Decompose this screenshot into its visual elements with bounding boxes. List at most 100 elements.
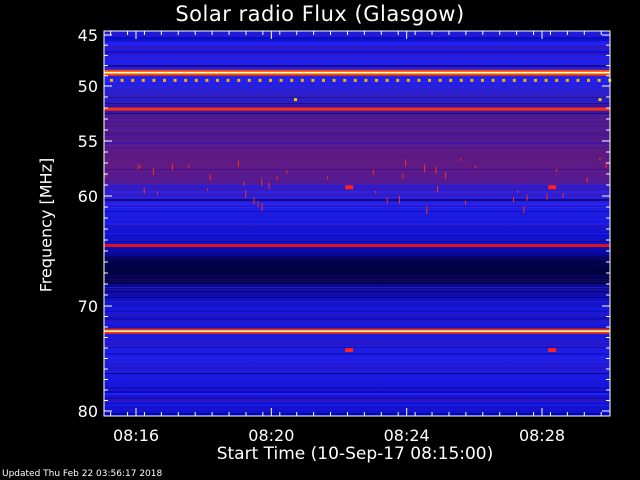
band-marker — [120, 78, 124, 82]
interference-band — [104, 107, 610, 111]
burst-blob — [345, 185, 354, 190]
noise-stripe — [104, 51, 610, 53]
noise-stripe — [104, 133, 610, 134]
x-axis-label-text: Start Time (10-Sep-17 08:15:00) — [216, 444, 494, 464]
interference-band — [104, 332, 610, 334]
noise-stripe — [104, 47, 610, 48]
noise-stripe — [104, 129, 610, 130]
noise-stripe — [104, 169, 610, 170]
noise-stripe — [104, 371, 610, 373]
band-marker — [597, 78, 601, 82]
burst-speckle — [424, 164, 426, 173]
updated-timestamp: Updated Thu Feb 22 03:56:17 2018 — [2, 469, 163, 479]
band-marker — [396, 78, 400, 82]
band-marker — [364, 78, 368, 82]
noise-stripe — [104, 379, 610, 380]
noise-stripe — [104, 235, 610, 236]
y-tick-label: 80 — [78, 402, 98, 421]
band-marker — [470, 78, 474, 82]
noise-stripe — [104, 391, 610, 393]
burst-speckle — [207, 188, 209, 191]
noise-stripe — [104, 321, 610, 322]
noise-stripe — [104, 409, 610, 410]
burst-speckle — [243, 181, 245, 186]
noise-stripe — [104, 195, 610, 196]
burst-blob — [548, 185, 557, 190]
noise-stripe — [104, 35, 610, 36]
noise-stripe — [104, 219, 610, 220]
noise-stripe — [104, 221, 610, 222]
x-tick-label: 08:24 — [384, 426, 430, 445]
band-marker — [459, 78, 463, 82]
burst-speckle — [474, 165, 476, 169]
band-marker — [226, 78, 230, 82]
burst-speckle — [375, 191, 376, 194]
band-marker — [184, 78, 188, 82]
band-marker — [152, 78, 156, 82]
noise-stripe — [104, 155, 610, 156]
burst-speckle — [546, 193, 548, 200]
noise-stripe — [104, 397, 610, 399]
noise-stripe — [104, 143, 610, 144]
interference-band — [104, 69, 610, 72]
burst-speckle — [513, 197, 514, 202]
noise-stripe — [104, 339, 610, 341]
burst-speckle — [237, 160, 239, 168]
band-marker — [300, 78, 304, 82]
y-tick-label: 50 — [78, 77, 98, 96]
noise-stripe — [104, 203, 610, 205]
interference-band — [104, 328, 610, 331]
band-marker — [247, 78, 251, 82]
band-marker — [438, 78, 442, 82]
noise-stripe — [104, 43, 610, 45]
noise-stripe — [104, 207, 610, 208]
noise-stripe — [104, 125, 610, 126]
band-marker — [279, 78, 283, 82]
band-marker — [194, 78, 198, 82]
burst-speckle — [437, 186, 438, 193]
noise-stripe — [104, 59, 610, 60]
x-tick-label: 08:28 — [519, 426, 565, 445]
noise-stripe — [104, 135, 610, 136]
burst-speckle — [586, 177, 588, 183]
burst-speckle — [386, 197, 388, 204]
emission-region — [104, 114, 610, 185]
burst-speckle — [435, 167, 437, 174]
band-marker — [512, 78, 516, 82]
burst-blob — [294, 98, 298, 102]
burst-speckle — [137, 163, 139, 170]
noise-stripe — [104, 97, 610, 98]
burst-blob — [548, 348, 557, 353]
noise-stripe — [104, 347, 610, 348]
burst-speckle — [398, 195, 400, 204]
band-marker — [523, 78, 527, 82]
burst-speckle — [257, 201, 259, 208]
band-marker — [141, 78, 145, 82]
band-marker — [385, 78, 389, 82]
burst-speckle — [464, 200, 466, 205]
band-marker — [258, 78, 262, 82]
noise-stripe — [104, 311, 610, 312]
noise-stripe — [104, 199, 610, 201]
noise-stripe — [104, 105, 610, 107]
burst-speckle — [261, 203, 263, 211]
burst-speckle — [276, 176, 278, 181]
band-marker — [353, 78, 357, 82]
burst-speckle — [605, 163, 607, 168]
band-marker — [375, 78, 378, 82]
burst-speckle — [523, 206, 525, 213]
band-marker — [131, 78, 135, 82]
band-marker — [502, 78, 506, 82]
burst-speckle — [327, 176, 329, 180]
noise-stripe — [104, 81, 610, 82]
noise-stripe — [104, 357, 610, 358]
band-marker — [481, 78, 484, 82]
band-marker — [110, 78, 113, 82]
noise-stripe — [104, 69, 610, 70]
band-marker — [311, 78, 315, 82]
plot-frame — [103, 30, 611, 417]
burst-speckle — [599, 157, 601, 161]
spectrogram-area — [104, 31, 612, 416]
noise-stripe — [104, 185, 610, 187]
band-marker — [322, 78, 325, 82]
